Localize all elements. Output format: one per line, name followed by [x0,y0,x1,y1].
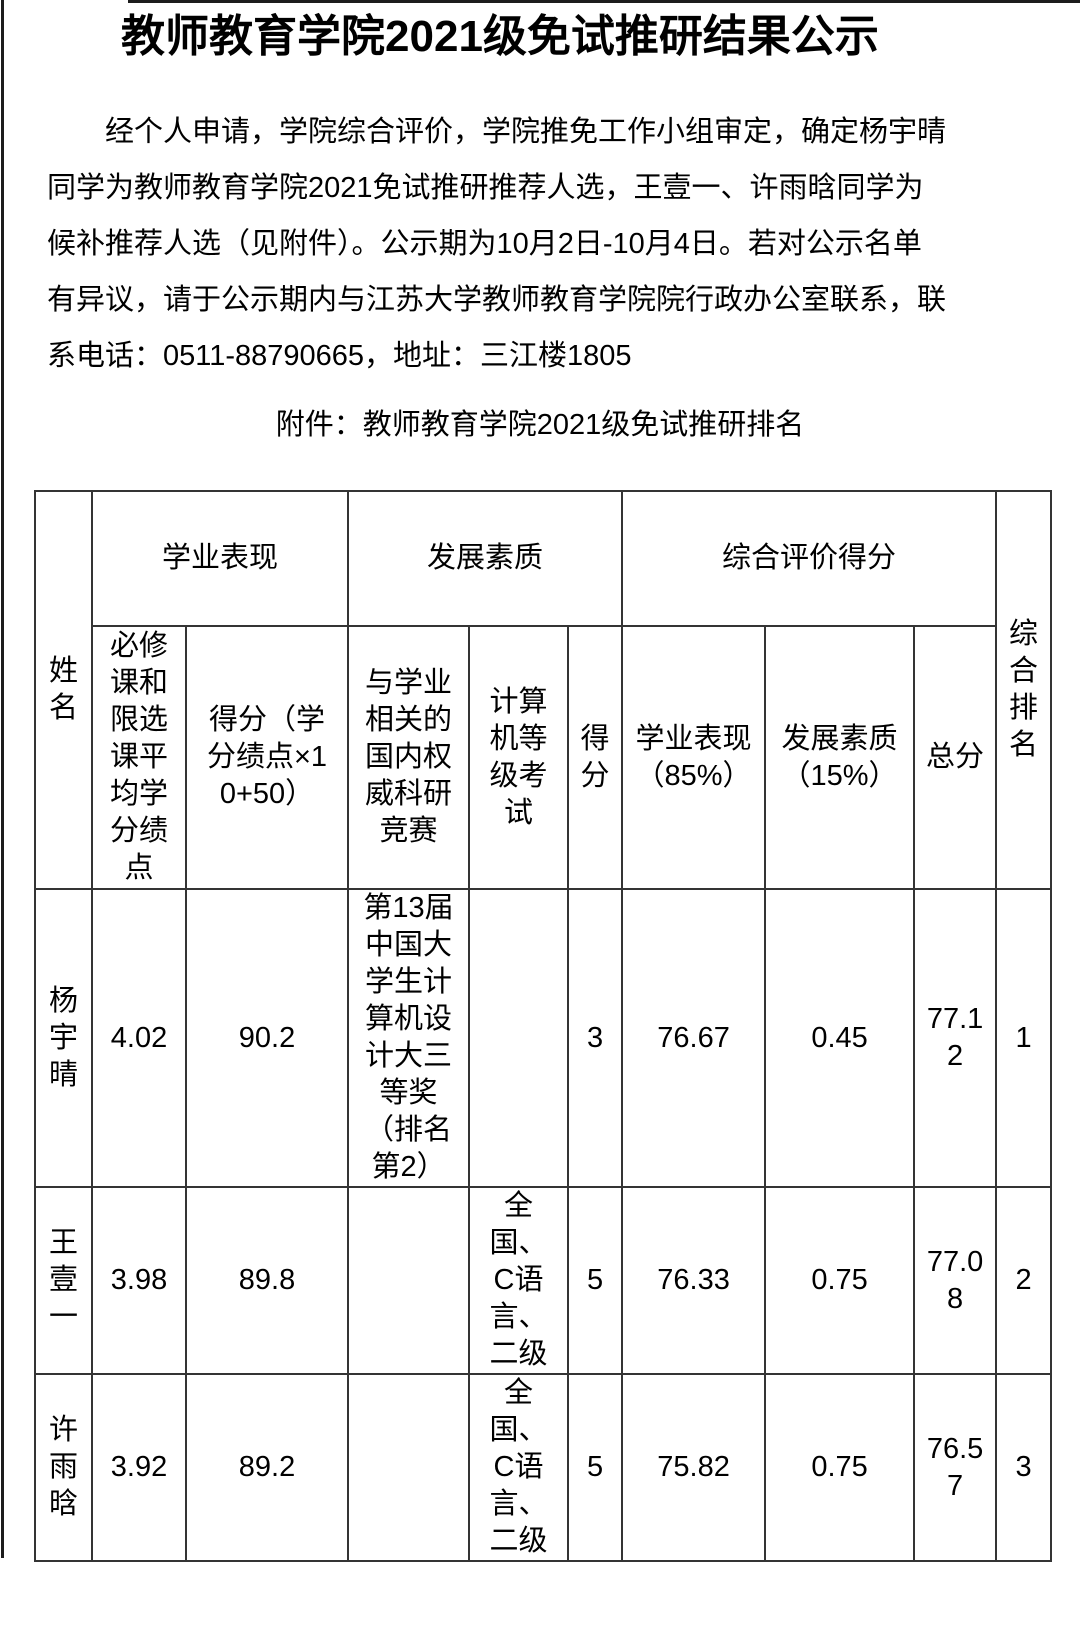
cell-competition [347,1373,471,1562]
cell-development-15: 0.45 [764,888,916,1188]
header-name: 姓 名 [34,490,93,890]
header-row-groups: 姓 名 学业表现 发展素质 综合评价得分 综 合 排 名 [34,490,1053,890]
header-development-15: 发展素质 （15%） [764,625,916,890]
cell-total: 76.5 7 [913,1373,998,1562]
cell-academic-score: 89.2 [184,1373,350,1562]
header-gpa: 必修 课和 限选 课平 均学 分绩 点 [91,625,187,890]
table-row: 王 壹 一 3.98 89.8 全 国、 C语 言、 二级 5 76.33 0.… [34,1186,1053,1375]
cell-computer-exam: 全 国、 C语 言、 二级 [468,1186,570,1375]
cell-academic-85: 76.67 [621,888,767,1188]
header-group-development: 发展素质 [347,490,624,627]
cell-competition: 第13届 中国大 学生计 算机设 计大三 等奖 （排名 第2） [347,888,471,1188]
cell-development-15: 0.75 [764,1373,916,1562]
annex-caption: 附件：教师教育学院2021级免试推研排名 [275,409,805,441]
cell-academic-85: 76.33 [621,1186,767,1375]
cell-gpa: 3.98 [91,1186,187,1375]
cell-gpa: 4.02 [91,888,187,1188]
page-left-edge-line [1,0,4,1558]
header-rank: 综 合 排 名 [995,490,1053,890]
cell-academic-score: 90.2 [184,888,350,1188]
cell-gpa: 3.92 [91,1373,187,1562]
cell-rank: 1 [995,888,1053,1188]
header-computer-exam: 计算 机等 级考 试 [468,625,570,890]
header-group-academic: 学业表现 [90,490,350,627]
cell-rank: 3 [995,1373,1053,1562]
page-top-edge-line [128,0,1080,3]
header-group-comprehensive: 综合评价得分 [621,490,998,627]
cell-dev-score: 5 [567,1186,624,1375]
cell-dev-score: 3 [567,888,624,1188]
header-row-sub: 必修 课和 限选 课平 均学 分绩 点 得分（学 分绩点×1 0+50） 与学业… [35,625,1051,890]
cell-name: 许 雨 晗 [34,1373,93,1562]
page-title: 教师教育学院2021级免试推研结果公示 [121,12,879,61]
cell-computer-exam [468,888,570,1188]
header-academic-85: 学业表现 （85%） [621,625,767,890]
header-total: 总分 [913,625,998,890]
table-row: 许 雨 晗 3.92 89.2 全 国、 C语 言、 二级 5 75.82 0.… [34,1373,1053,1562]
cell-name: 王 壹 一 [34,1186,93,1375]
announcement-paragraph: 经个人申请，学院综合评价，学院推免工作小组审定，确定杨宇晴 同学为教师教育学院2… [47,116,947,372]
header-dev-score: 得 分 [567,625,624,890]
cell-rank: 2 [995,1186,1053,1375]
cell-dev-score: 5 [567,1373,624,1562]
cell-computer-exam: 全 国、 C语 言、 二级 [468,1373,570,1562]
cell-name: 杨 宇 晴 [34,888,93,1188]
cell-academic-score: 89.8 [184,1186,350,1375]
header-competition: 与学业 相关的 国内权 威科研 竞赛 [347,625,471,890]
ranking-table: 姓 名 学业表现 发展素质 综合评价得分 综 合 排 名 必修 课和 限选 课平… [34,490,1053,1562]
cell-development-15: 0.75 [764,1186,916,1375]
cell-total: 77.1 2 [913,888,998,1188]
cell-academic-85: 75.82 [621,1373,767,1562]
cell-total: 77.0 8 [913,1186,998,1375]
header-score-formula: 得分（学 分绩点×1 0+50） [184,625,350,890]
table-row: 杨 宇 晴 4.02 90.2 第13届 中国大 学生计 算机设 计大三 等奖 … [34,888,1053,1188]
cell-competition [347,1186,471,1375]
